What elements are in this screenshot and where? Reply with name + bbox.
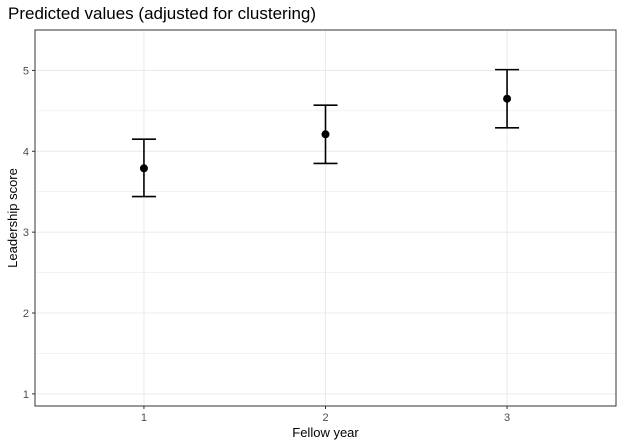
- y-tick-label: 3: [23, 227, 29, 239]
- y-axis-title: Leadership score: [5, 168, 20, 268]
- y-tick-label: 5: [23, 65, 29, 77]
- chart-title: Predicted values (adjusted for clusterin…: [8, 4, 317, 23]
- y-tick-label: 2: [23, 308, 29, 320]
- x-tick-label: 2: [322, 412, 328, 424]
- data-point: [503, 94, 512, 103]
- grid-layer: [35, 30, 616, 406]
- data-marks: [131, 68, 520, 198]
- panel-border: [34, 29, 617, 407]
- y-tick-label: 4: [23, 146, 29, 158]
- x-axis-title: Fellow year: [292, 425, 359, 440]
- x-axis-ticks: 1 2 3: [141, 406, 510, 424]
- data-point: [139, 164, 148, 173]
- x-tick-label: 1: [141, 412, 147, 424]
- x-tick-label: 3: [504, 412, 510, 424]
- y-axis-ticks: 1 2 3 4 5: [23, 65, 35, 401]
- y-tick-label: 1: [23, 389, 29, 401]
- data-point: [321, 130, 330, 139]
